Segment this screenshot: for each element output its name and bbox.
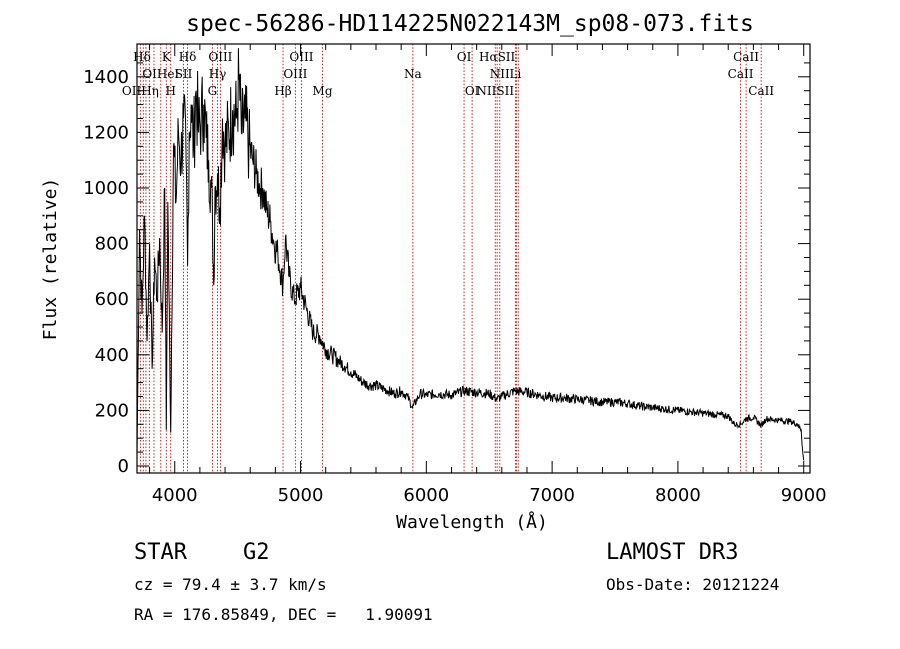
observation-date: Obs-Date: 20121224 <box>606 575 780 594</box>
line-label: G <box>208 84 218 98</box>
y-tick-label: 0 <box>118 456 129 477</box>
x-tick-label: 6000 <box>403 485 449 506</box>
x-tick-label: 8000 <box>655 485 701 506</box>
object-type: STAR <box>134 540 187 565</box>
line-label: K <box>162 50 172 64</box>
line-label: NII <box>490 67 510 81</box>
line-label: Hδ <box>133 50 151 64</box>
y-tick-label: 1400 <box>83 67 129 88</box>
x-tick-label: 7000 <box>529 485 575 506</box>
line-label: CaII <box>748 84 774 98</box>
spectrum-line <box>136 48 805 461</box>
y-axis: 0 200 400 600 800 1000 1200 1400 <box>83 62 810 477</box>
x-axis-label: Wavelength (Å) <box>396 511 548 533</box>
x-tick-label: 4000 <box>152 485 198 506</box>
spectral-subclass: G2 <box>243 540 270 565</box>
line-label: OI <box>457 50 472 64</box>
spectrum-chart: spec-56286-HD114225N022143M_sp08-073.fit… <box>40 11 827 533</box>
y-tick-label: 800 <box>95 234 129 255</box>
y-tick-label: 400 <box>95 345 129 366</box>
line-label: OIII <box>208 50 232 64</box>
line-label: HαSII <box>479 50 516 64</box>
x-tick-label: 5000 <box>278 485 324 506</box>
line-label: Li <box>509 67 521 81</box>
line-label: Na <box>404 67 422 81</box>
line-label: Mg <box>313 84 333 98</box>
line-label: Hγ <box>209 67 227 81</box>
plot-frame <box>136 43 811 474</box>
y-tick-label: 200 <box>95 400 129 421</box>
line-label: OIII <box>283 67 307 81</box>
line-label: OI <box>465 84 480 98</box>
x-axis: 4000 5000 6000 7000 8000 9000 <box>149 44 827 506</box>
line-label: NIISII <box>476 84 514 98</box>
line-label: OIHeI <box>142 67 179 81</box>
line-label: H <box>165 84 175 98</box>
y-tick-label: 600 <box>95 289 129 310</box>
coordinates: RA = 176.85849, DEC = 1.90091 <box>134 605 433 624</box>
line-label: OIII <box>289 50 313 64</box>
y-tick-label: 1000 <box>83 178 129 199</box>
line-label: Hβ <box>274 84 291 98</box>
line-label: CaII <box>733 50 759 64</box>
y-axis-label: Flux (relative) <box>40 178 61 341</box>
line-label: Hδ <box>179 50 197 64</box>
survey-name: LAMOST DR3 <box>606 540 739 565</box>
redshift-velocity: cz = 79.4 ± 3.7 km/s <box>134 575 327 594</box>
x-tick-label: 9000 <box>781 485 827 506</box>
line-label: SII <box>175 67 193 81</box>
y-tick-label: 1200 <box>83 122 129 143</box>
line-label: CaII <box>728 67 754 81</box>
chart-title: spec-56286-HD114225N022143M_sp08-073.fit… <box>186 11 754 37</box>
